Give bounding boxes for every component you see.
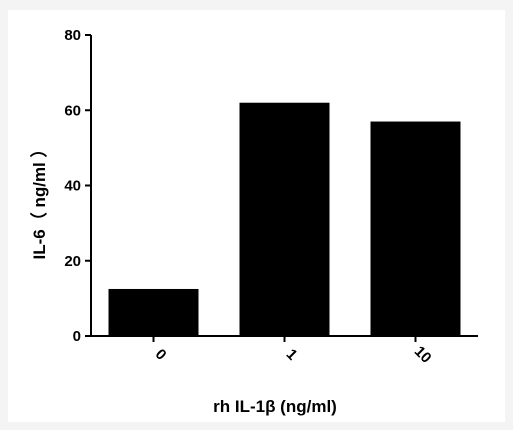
x-axis-title: rh IL-1β (ng/ml) (213, 397, 337, 416)
x-tick-label: 0 (152, 346, 170, 364)
y-tick-label: 40 (64, 178, 81, 195)
x-tick-label: 10 (411, 343, 435, 367)
bars-group (108, 102, 461, 336)
bar (239, 102, 330, 336)
y-axis-title: IL-6（ ng/ml ） (29, 141, 49, 260)
y-tick-label: 60 (64, 102, 81, 119)
bar (108, 288, 199, 336)
y-tick-label: 20 (64, 253, 81, 270)
bar (370, 121, 461, 336)
y-axis: 0 20 40 60 80 (64, 27, 92, 345)
y-tick-label: 0 (73, 328, 81, 345)
x-axis: 0 1 10 (90, 335, 478, 367)
y-tick-label: 80 (64, 27, 81, 44)
x-tick-label: 1 (283, 346, 301, 364)
